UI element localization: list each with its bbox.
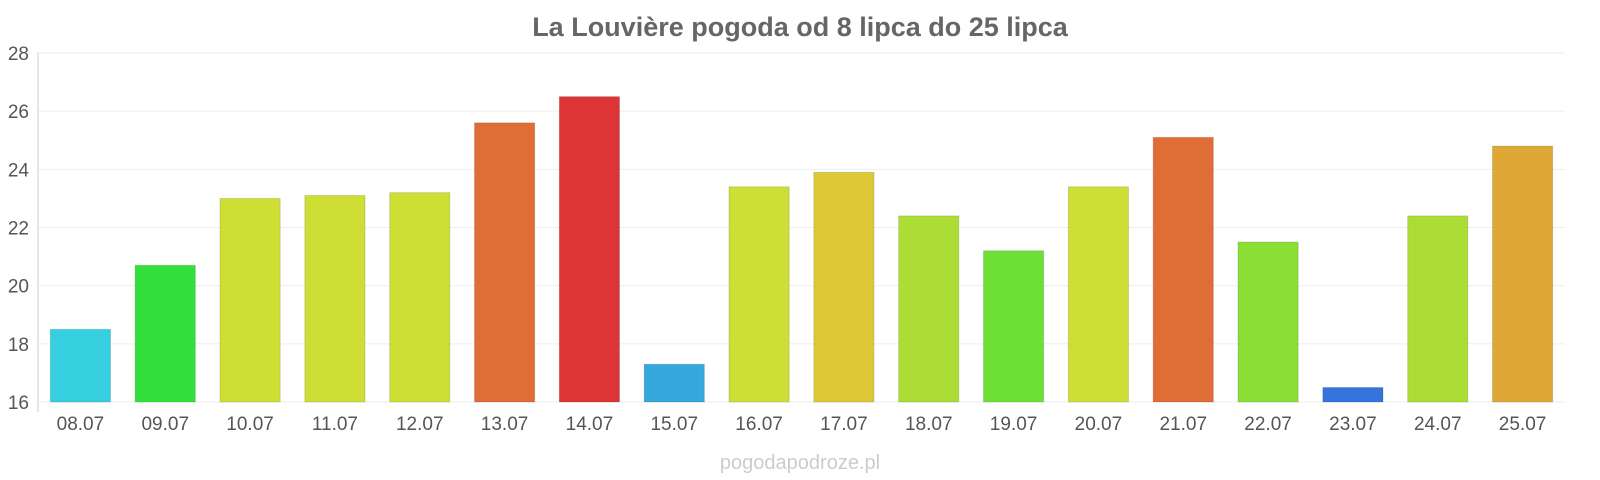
bar-08.07 bbox=[49, 328, 112, 403]
bar-23.07 bbox=[1322, 386, 1384, 403]
y-tick-label: 16 bbox=[8, 393, 29, 414]
x-tick-label: 12.07 bbox=[396, 414, 444, 435]
bar-14.07 bbox=[558, 96, 621, 403]
bar-16.07 bbox=[728, 186, 790, 403]
bar-10.07 bbox=[219, 197, 281, 403]
x-tick-label: 14.07 bbox=[566, 414, 614, 435]
x-tick-label: 16.07 bbox=[735, 414, 783, 435]
x-tick-label: 15.07 bbox=[650, 414, 698, 435]
bar-12.07 bbox=[389, 192, 451, 403]
x-tick-label: 10.07 bbox=[226, 414, 274, 435]
x-tick-label: 18.07 bbox=[905, 414, 953, 435]
bar-18.07 bbox=[898, 215, 960, 403]
bar-20.07 bbox=[1067, 186, 1130, 403]
x-tick-label: 17.07 bbox=[820, 414, 868, 435]
x-tick-label: 25.07 bbox=[1499, 414, 1547, 435]
x-tick-label: 21.07 bbox=[1159, 414, 1207, 435]
x-tick-label: 19.07 bbox=[990, 414, 1038, 435]
bar-15.07 bbox=[643, 363, 705, 403]
site-credit: pogodapodroze.pl bbox=[720, 452, 880, 474]
bar-19.07 bbox=[982, 250, 1045, 403]
x-axis: 08.07 09.07 10.07 11.07 12.07 13.07 14.07 15.07… bbox=[57, 414, 1547, 435]
bar-13.07 bbox=[473, 122, 536, 403]
bar-17.07 bbox=[813, 171, 875, 403]
y-axis: 16 18 20 22 24 26 28 bbox=[8, 44, 39, 414]
bar-21.07 bbox=[1152, 136, 1214, 403]
x-tick-label: 24.07 bbox=[1414, 414, 1462, 435]
y-tick-label: 18 bbox=[8, 335, 29, 356]
y-tick-label: 26 bbox=[8, 102, 29, 123]
x-tick-label: 11.07 bbox=[312, 414, 358, 435]
chart-title: La Louvière pogoda od 8 lipca do 25 lipc… bbox=[532, 12, 1069, 42]
bars bbox=[49, 96, 1554, 403]
bar-22.07 bbox=[1237, 241, 1299, 403]
x-tick-label: 22.07 bbox=[1244, 414, 1292, 435]
y-tick-label: 22 bbox=[8, 219, 29, 240]
y-tick-label: 20 bbox=[8, 277, 29, 298]
gridlines bbox=[38, 52, 1565, 403]
x-tick-label: 09.07 bbox=[141, 414, 189, 435]
bar-09.07 bbox=[134, 264, 196, 403]
y-tick-label: 28 bbox=[8, 44, 29, 65]
x-tick-label: 08.07 bbox=[57, 414, 105, 435]
y-tick-label: 24 bbox=[8, 160, 30, 181]
bar-24.07 bbox=[1407, 215, 1469, 403]
x-tick-label: 13.07 bbox=[481, 414, 529, 435]
x-tick-label: 20.07 bbox=[1075, 414, 1123, 435]
bar-11.07 bbox=[304, 195, 366, 403]
bar-25.07 bbox=[1491, 145, 1554, 403]
x-tick-label: 23.07 bbox=[1329, 414, 1377, 435]
